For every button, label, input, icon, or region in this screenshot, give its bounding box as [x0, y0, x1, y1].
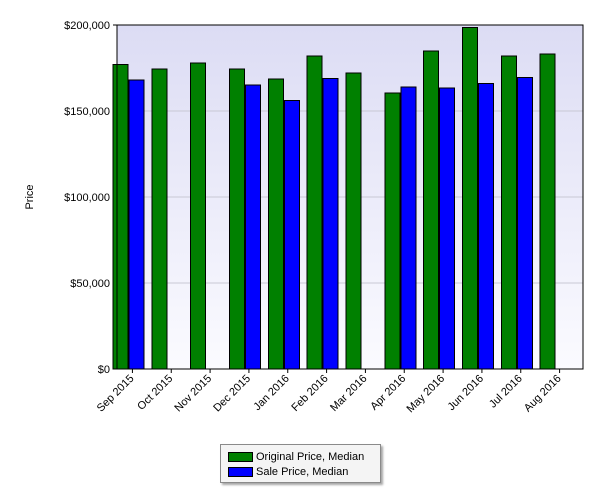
- y-tick-label: $50,000: [70, 278, 110, 290]
- bar-original-price: [384, 92, 401, 370]
- x-tick-label: Apr 2016: [368, 373, 408, 413]
- y-tick-label: $150,000: [64, 106, 110, 118]
- bar-original-price: [190, 62, 207, 370]
- legend-swatch-sale-price: [228, 466, 253, 477]
- bar-original-price: [461, 27, 478, 370]
- legend-label-original-price: Original Price, Median: [256, 450, 365, 463]
- bar-original-price: [539, 53, 556, 370]
- bar-sale-price: [439, 87, 456, 370]
- y-axis-label: Price: [24, 184, 36, 209]
- bar-original-price: [112, 64, 129, 370]
- plot-border: [116, 24, 584, 370]
- bar-original-price: [267, 78, 284, 370]
- y-tick-label: $100,000: [64, 192, 110, 204]
- legend-item-sale-price: Sale Price, Median: [228, 464, 380, 479]
- bar-sale-price: [400, 86, 417, 370]
- bar-sale-price: [283, 100, 300, 370]
- y-tick-label: $0: [98, 364, 110, 376]
- chart-legend: Original Price, Median Sale Price, Media…: [220, 444, 381, 483]
- x-tick-label: Oct 2015: [135, 373, 175, 413]
- bar-original-price: [500, 55, 517, 370]
- x-tick-label: Jun 2016: [446, 373, 486, 413]
- legend-label-sale-price: Sale Price, Median: [256, 465, 349, 478]
- x-tick-label: Mar 2016: [328, 373, 369, 414]
- bar-sale-price: [516, 76, 533, 370]
- x-tick-label: Nov 2015: [172, 373, 214, 415]
- bar-sale-price: [128, 79, 145, 370]
- x-tick-label: May 2016: [405, 373, 448, 416]
- bar-original-price: [228, 68, 245, 370]
- x-tick-label: Dec 2015: [211, 373, 253, 415]
- bar-sale-price: [322, 77, 339, 370]
- legend-swatch-original-price: [228, 451, 253, 462]
- x-tick-label: Aug 2016: [522, 373, 564, 415]
- bar-original-price: [345, 72, 362, 370]
- x-tick-label: Sep 2015: [95, 373, 137, 415]
- x-tick-label: Jul 2016: [487, 373, 525, 411]
- bar-sale-price: [244, 84, 261, 370]
- y-tick-label: $200,000: [64, 20, 110, 32]
- bar-original-price: [306, 55, 323, 370]
- legend-item-original-price: Original Price, Median: [228, 449, 380, 464]
- bar-sale-price: [477, 82, 494, 370]
- x-tick-label: Jan 2016: [251, 373, 291, 413]
- bar-original-price: [423, 50, 440, 370]
- x-tick-label: Feb 2016: [289, 373, 330, 414]
- bar-original-price: [151, 68, 168, 370]
